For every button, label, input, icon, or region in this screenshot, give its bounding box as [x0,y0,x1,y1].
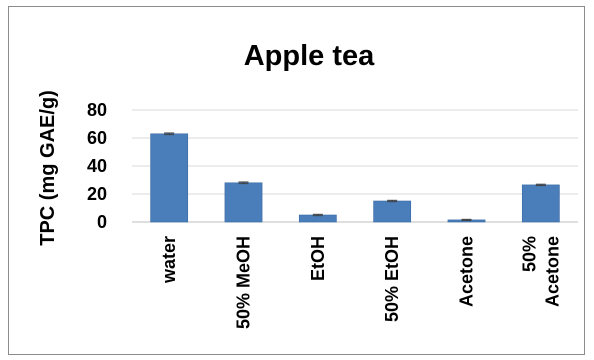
bars [150,132,560,223]
y-tick-label: 80 [87,100,107,120]
bar [373,200,412,223]
bar [521,184,560,223]
x-tick-label: 50% [519,236,539,272]
y-tick-label: 0 [97,212,107,232]
y-tick-label: 40 [87,156,107,176]
chart-title: Apple tea [244,40,375,72]
bar [150,133,189,223]
chart-frame [8,6,585,355]
y-tick-label: 20 [87,184,107,204]
gridlines [132,109,578,223]
y-axis-label: TPC (mg GAE/g) [37,90,59,246]
y-tick-labels: 0 20 40 60 80 [87,100,107,232]
x-tick-label: Acetone [542,236,562,307]
x-tick-labels: water 50% MeOH EtOH 50% EtOH Acetone 50% Aceto… [159,236,562,329]
x-tick-label: water [159,236,179,284]
x-tick-label: 50% MeOH [234,236,254,329]
x-tick-label: Acetone [457,236,477,307]
bar [224,182,263,223]
x-tick-label: EtOH [308,236,328,281]
x-tick-label: 50% EtOH [382,236,402,322]
y-tick-label: 60 [87,128,107,148]
